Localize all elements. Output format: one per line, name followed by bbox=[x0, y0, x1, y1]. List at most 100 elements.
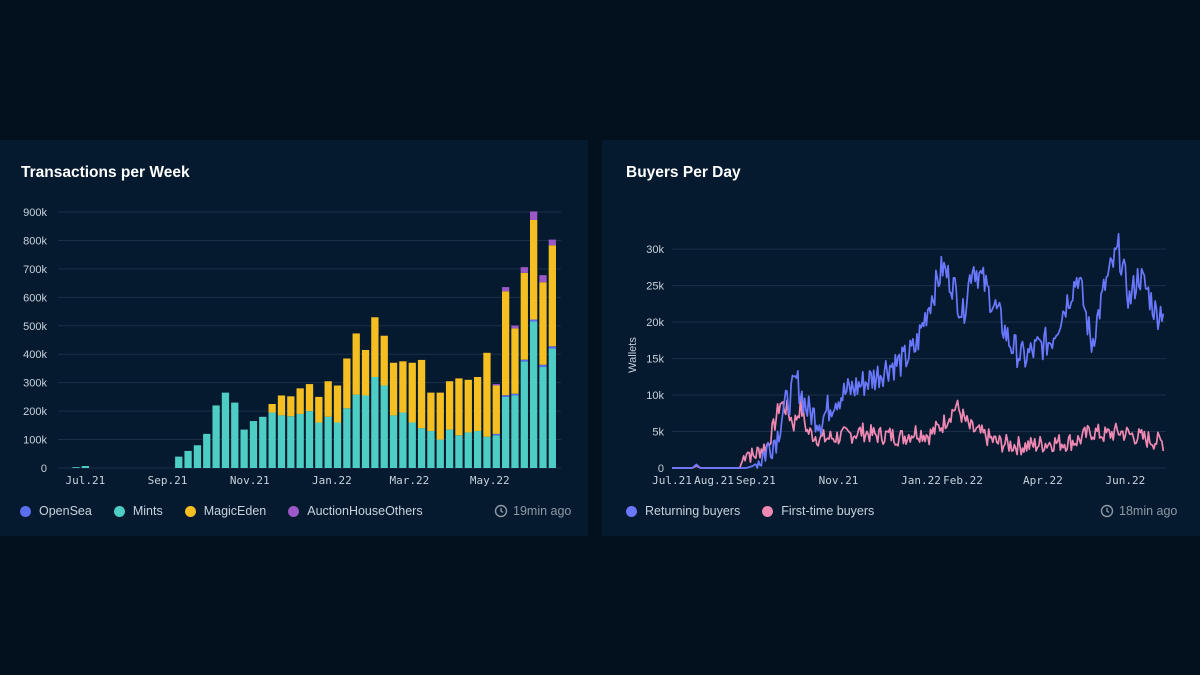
bar-mints bbox=[203, 433, 211, 468]
y-tick-label: 700k bbox=[23, 264, 47, 276]
bar-mints bbox=[380, 385, 388, 468]
y-tick-label: 900k bbox=[23, 207, 47, 219]
bar-mints bbox=[333, 422, 342, 468]
x-tick-label: Jul.21 bbox=[65, 474, 105, 487]
bar-mints bbox=[445, 429, 454, 468]
bar-magiceden bbox=[315, 396, 323, 423]
y-tick-label: 600k bbox=[23, 292, 47, 304]
legend-label: AuctionHouseOthers bbox=[307, 504, 423, 518]
bar-mints bbox=[361, 395, 370, 468]
bar-mints bbox=[175, 456, 183, 468]
legend-label: First-time buyers bbox=[781, 504, 875, 518]
y-tick-label: 200k bbox=[23, 406, 47, 418]
bar-magiceden bbox=[436, 392, 444, 440]
legend-magiceden[interactable]: MagicEden bbox=[184, 504, 267, 518]
y-tick-label: 25k bbox=[646, 281, 664, 293]
bar-opensea bbox=[492, 433, 500, 436]
bar-magiceden bbox=[520, 272, 528, 360]
bar-auctionhouseothers bbox=[501, 287, 510, 292]
bar-magiceden bbox=[530, 219, 538, 320]
bar-opensea bbox=[548, 346, 556, 349]
transactions-legend: OpenSea Mints MagicEden AuctionHouseOthe… bbox=[20, 504, 445, 518]
bar-mints bbox=[436, 439, 444, 468]
bar-magiceden bbox=[539, 282, 547, 365]
y-tick-label: 30k bbox=[646, 244, 664, 256]
bar-magiceden bbox=[343, 358, 351, 409]
bar-mints bbox=[483, 436, 491, 468]
transactions-bar-chart: 0 100k 200k 300k 400k 500k 600k 700k 800k 900k Jul… bbox=[23, 207, 561, 487]
bar-opensea bbox=[539, 364, 547, 368]
bar-magiceden bbox=[464, 379, 472, 433]
bar-magiceden bbox=[455, 378, 463, 436]
x-tick-label: Nov.21 bbox=[230, 474, 270, 487]
clock-icon bbox=[494, 504, 508, 518]
y-tick-label: 10k bbox=[646, 390, 664, 402]
bar-mints bbox=[221, 392, 230, 468]
bar-mints bbox=[305, 411, 314, 468]
legend-returning[interactable]: Returning buyers bbox=[626, 504, 740, 518]
x-tick-label: Jul.21 bbox=[652, 474, 692, 487]
y-tick-label: 0 bbox=[658, 463, 664, 475]
bar-mints bbox=[520, 361, 528, 468]
bar-mints bbox=[277, 415, 286, 468]
bar-magiceden bbox=[492, 385, 500, 434]
bar-opensea bbox=[501, 395, 510, 397]
legend-dot-mints bbox=[113, 505, 125, 517]
bar-opensea bbox=[530, 319, 538, 322]
bar-mints bbox=[72, 467, 80, 468]
bar-mints bbox=[249, 421, 258, 468]
bar-mints bbox=[259, 416, 267, 468]
y-tick-label: 15k bbox=[646, 354, 664, 366]
buyers-panel bbox=[602, 140, 1200, 536]
bar-mints bbox=[427, 431, 435, 468]
bar-mints bbox=[408, 422, 416, 468]
bar-magiceden bbox=[287, 396, 295, 417]
bar-mints bbox=[315, 422, 323, 468]
bar-mints bbox=[287, 416, 295, 468]
bar-mints bbox=[371, 376, 379, 468]
legend-label: MagicEden bbox=[203, 504, 267, 518]
legend-mints[interactable]: Mints bbox=[113, 504, 163, 518]
bar-mints bbox=[473, 431, 482, 468]
x-tick-label: Apr.22 bbox=[1023, 474, 1063, 487]
bar-auctionhouseothers bbox=[520, 267, 528, 273]
bar-magiceden bbox=[445, 381, 454, 430]
bar-mints bbox=[343, 408, 351, 468]
bar-mints bbox=[548, 348, 556, 468]
legend-auctionhouse[interactable]: AuctionHouseOthers bbox=[288, 504, 423, 518]
legend-dot-magiceden bbox=[184, 505, 196, 517]
x-tick-label: Jan.22 bbox=[312, 474, 352, 487]
buyers-title: Buyers Per Day bbox=[626, 164, 741, 181]
bar-mints bbox=[539, 367, 547, 468]
bar-magiceden bbox=[548, 245, 556, 347]
bar-mints bbox=[455, 435, 463, 468]
bar-mints bbox=[81, 466, 89, 468]
legend-dot-auctionhouse bbox=[288, 505, 300, 517]
transactions-panel bbox=[0, 140, 588, 536]
bar-mints bbox=[501, 396, 510, 468]
bar-magiceden bbox=[268, 404, 276, 413]
bar-magiceden bbox=[408, 362, 416, 423]
bar-magiceden bbox=[483, 352, 491, 437]
updated-label: 18min ago bbox=[1119, 504, 1178, 518]
bar-auctionhouseothers bbox=[548, 239, 556, 246]
updated-label: 19min ago bbox=[513, 504, 572, 518]
bar-magiceden bbox=[324, 381, 332, 417]
transactions-title: Transactions per Week bbox=[21, 164, 190, 181]
bar-magiceden bbox=[352, 333, 360, 395]
buyers-legend: Returning buyers First-time buyers bbox=[626, 504, 896, 518]
bar-mints bbox=[530, 321, 538, 468]
y-tick-label: 20k bbox=[646, 317, 664, 329]
bar-magiceden bbox=[501, 291, 510, 396]
clock-icon bbox=[1100, 504, 1114, 518]
line-first-time-buyers bbox=[672, 397, 1165, 469]
legend-label: OpenSea bbox=[39, 504, 92, 518]
legend-opensea[interactable]: OpenSea bbox=[20, 504, 92, 518]
x-tick-label: Mar.22 bbox=[390, 474, 430, 487]
bar-mints bbox=[184, 450, 192, 468]
x-tick-label: Jan.22 bbox=[901, 474, 941, 487]
y-tick-label: 300k bbox=[23, 378, 47, 390]
bar-mints bbox=[511, 395, 519, 468]
legend-firsttime[interactable]: First-time buyers bbox=[762, 504, 874, 518]
